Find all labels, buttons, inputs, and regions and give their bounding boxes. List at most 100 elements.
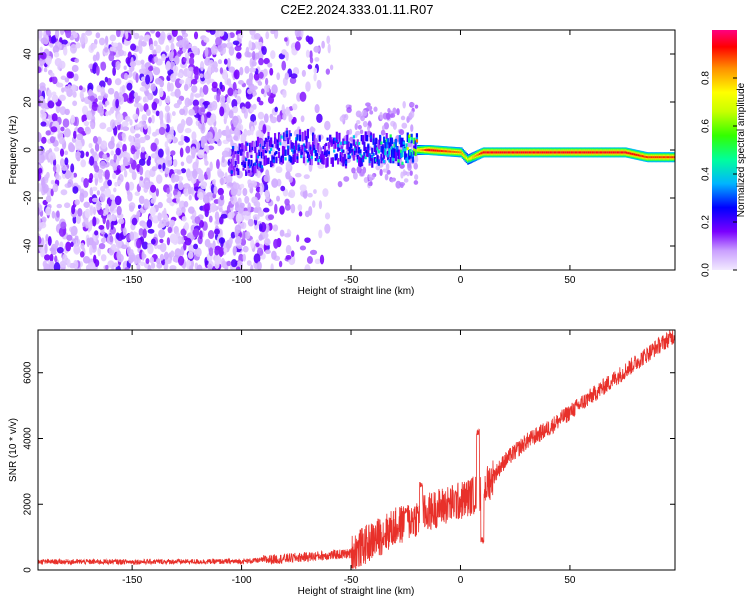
spectrogram-speckle	[136, 103, 142, 108]
spectrogram-speckle	[203, 36, 210, 43]
spectrogram-speckle	[65, 171, 72, 178]
spectrogram-speckle	[211, 81, 218, 89]
spectrogram-speckle	[41, 136, 47, 144]
spectrogram-trace-cell	[325, 142, 328, 147]
spectrogram-speckle	[156, 159, 164, 165]
spectrogram-speckle	[314, 57, 320, 62]
spectrogram-speckle	[72, 100, 78, 107]
spectrogram-trace-cell	[259, 161, 262, 168]
spectrogram-speckle	[184, 237, 192, 246]
spectrogram-y-tick-label: -40	[23, 238, 34, 253]
spectrogram-speckle	[61, 87, 65, 93]
spectrogram-trace-cell	[379, 134, 382, 139]
spectrogram-speckle	[155, 44, 162, 54]
spectrogram-speckle	[66, 71, 73, 79]
spectrogram-speckle	[141, 114, 148, 121]
spectrogram-trace-cell	[279, 157, 282, 164]
spectrogram-speckle	[44, 243, 48, 254]
spectrogram-speckle	[203, 72, 211, 80]
spectrogram-speckle	[99, 160, 107, 169]
spectrogram-trace-cell	[277, 147, 281, 152]
spectrogram-speckle	[51, 210, 56, 219]
spectrogram-speckle	[98, 225, 105, 230]
spectrogram-trace-cell	[425, 149, 428, 151]
spectrogram-speckle	[165, 156, 169, 161]
spectrogram-speckle	[343, 176, 350, 182]
spectrogram-speckle	[38, 66, 42, 74]
spectrogram-speckle	[40, 177, 46, 188]
spectrogram-speckle	[77, 208, 83, 217]
spectrogram-speckle	[40, 109, 44, 115]
spectrogram-speckle	[139, 35, 144, 41]
spectrogram-trace-cell	[372, 133, 375, 144]
spectrogram-speckle	[157, 148, 164, 158]
spectrogram-trace-cell	[405, 143, 408, 150]
spectrogram-speckle	[158, 164, 162, 170]
spectrogram-trace-cell	[461, 152, 464, 155]
spectrogram-speckle	[318, 229, 323, 239]
spectrogram-trace-cell	[394, 151, 398, 162]
spectrogram-speckle	[163, 251, 169, 261]
spectrogram-speckle	[54, 255, 58, 263]
spectrogram-speckle	[138, 158, 146, 166]
spectrogram-speckle	[188, 194, 192, 201]
spectrogram-trace-cell	[389, 156, 392, 164]
spectrogram-speckle	[106, 214, 113, 221]
spectrogram-speckle	[85, 221, 89, 229]
spectrogram-speckle	[166, 237, 171, 246]
spectrogram-trace-cell	[335, 139, 338, 143]
spectrogram-speckle	[104, 47, 109, 53]
spectrogram-speckle	[179, 108, 186, 116]
spectrogram-speckle	[255, 242, 260, 248]
spectrogram-speckle	[247, 218, 254, 227]
spectrogram-trace-cell	[230, 170, 233, 174]
spectrogram-speckle	[241, 106, 246, 114]
spectrogram-speckle	[38, 145, 42, 156]
spectrogram-trace-cell	[400, 151, 403, 159]
spectrogram-speckle	[288, 175, 293, 183]
spectrogram-speckle	[247, 202, 252, 213]
colorbar: 0.0 0.2 0.4 0.6 0.8 Normalized spectral ampl…	[701, 30, 747, 277]
spectrogram-speckle	[267, 62, 273, 68]
spectrogram-speckle	[69, 44, 78, 54]
spectrogram-trace-cell	[407, 136, 411, 143]
spectrogram-speckle	[163, 207, 167, 218]
colorbar-tick-label: 0.6	[701, 119, 712, 133]
spectrogram-trace-cell	[302, 149, 306, 159]
spectrogram-speckle	[278, 53, 285, 60]
spectrogram-trace-cell	[551, 151, 554, 154]
spectrogram-trace-cell	[347, 141, 350, 152]
spectrogram-speckle	[152, 66, 161, 76]
spectrogram-speckle	[281, 49, 287, 55]
spectrogram-speckle	[219, 81, 223, 90]
spectrogram-trace-cell	[346, 134, 349, 145]
spectrogram-speckle	[242, 230, 246, 241]
spectrogram-trace-cell	[246, 161, 249, 172]
spectrogram-speckle	[235, 213, 243, 224]
spectrogram-speckle	[62, 118, 70, 128]
spectrogram-trace-cell	[318, 145, 321, 156]
spectrogram-speckle	[61, 39, 68, 45]
spectrogram-speckle	[49, 77, 53, 83]
spectrogram-trace-cell	[537, 151, 541, 154]
spectrogram-speckle	[200, 135, 208, 144]
spectrogram-trace-cell	[283, 146, 286, 156]
spectrogram-speckle	[219, 216, 224, 225]
spectrogram-speckle	[59, 37, 63, 43]
spectrogram-trace-cell	[281, 157, 285, 164]
spectrogram-speckle	[122, 227, 127, 236]
spectrogram-trace-cell	[271, 144, 274, 148]
spectrogram-speckle	[189, 265, 194, 270]
spectrogram-trace-cell	[266, 158, 269, 165]
spectrogram-speckle	[181, 216, 187, 222]
spectrogram-speckle	[203, 100, 210, 106]
spectrogram-trace-cell	[342, 149, 345, 153]
spectrogram-speckle	[136, 238, 142, 249]
spectrogram-trace-cell	[506, 151, 509, 154]
spectrogram-speckle	[200, 107, 206, 113]
spectrogram-trace-cell	[276, 143, 279, 150]
spectrogram-speckle	[249, 30, 256, 36]
snr-y-label: SNR (10 * v/v)	[8, 418, 19, 482]
spectrogram-trace-cell	[321, 157, 324, 164]
spectrogram-speckle	[117, 179, 122, 186]
